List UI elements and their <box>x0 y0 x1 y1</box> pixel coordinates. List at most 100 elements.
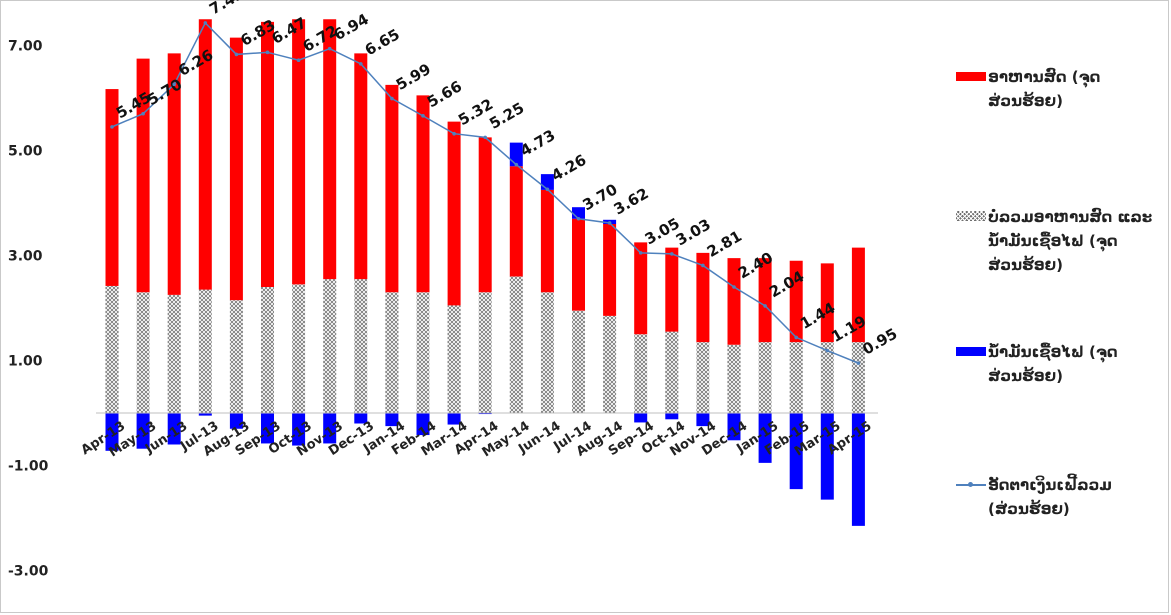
core-bar <box>416 292 430 413</box>
fresh-food-bar <box>478 137 492 293</box>
fresh-food-bar <box>385 84 399 293</box>
fuel-bar <box>198 413 212 416</box>
fuel-bar <box>727 413 741 441</box>
data-label: 5.99 <box>393 60 434 94</box>
fuel-bar <box>447 413 461 425</box>
fresh-food-bar <box>447 121 461 306</box>
core-bar <box>198 289 212 413</box>
headline-point <box>483 135 488 140</box>
core-bar <box>167 294 181 413</box>
core-bar <box>603 315 617 413</box>
core-bar <box>478 292 492 413</box>
data-label: 7.43 <box>206 0 247 18</box>
fuel-bar <box>509 142 523 167</box>
legend-label: ນ້ຳມັນເຊື້ອໄຟ (ຈຸດ ສ່ວນຮ້ອຍ) <box>988 343 1118 385</box>
fuel-bar <box>261 413 274 444</box>
fresh-food-bar <box>820 263 834 343</box>
core-bar <box>323 279 337 413</box>
fuel-bar <box>323 413 337 444</box>
core-bar <box>665 331 679 413</box>
core-bar <box>820 342 834 413</box>
core-bar <box>696 342 710 413</box>
core-bar <box>136 292 150 413</box>
headline-point <box>607 221 612 225</box>
headline-point <box>203 21 208 25</box>
headline-point <box>110 125 114 129</box>
fresh-food-bar <box>509 166 523 277</box>
headline-point <box>141 111 145 116</box>
fresh-food-bar <box>727 258 741 345</box>
fresh-food-bar <box>105 89 119 286</box>
fuel-bar <box>136 413 150 449</box>
legend-label: ອາຫານສົດ (ຈຸດ ສ່ວນຮ້ອຍ) <box>988 68 1101 110</box>
y-tick-label: 1.00 <box>8 354 43 370</box>
fresh-food-bar <box>540 189 554 293</box>
fuel-bar <box>696 413 710 427</box>
fuel-bar <box>292 413 306 446</box>
fuel-bar <box>851 413 865 526</box>
fresh-food-bar <box>758 258 772 343</box>
fuel-bar <box>572 207 585 219</box>
core-bar <box>789 342 803 413</box>
headline-point <box>296 58 301 62</box>
core-bar <box>634 334 648 413</box>
data-label: 6.65 <box>362 25 403 59</box>
data-label: 5.66 <box>424 77 465 111</box>
fuel-bar <box>665 413 679 420</box>
core-bar <box>292 284 306 413</box>
fresh-food-bar <box>292 19 306 285</box>
line-marker-swatch <box>956 482 986 487</box>
headline-point <box>421 114 425 118</box>
data-label: 6.94 <box>331 10 372 44</box>
fresh-food-bar <box>789 260 803 343</box>
core-bar <box>509 276 523 413</box>
headline-point <box>545 187 550 192</box>
headline-point <box>390 96 394 101</box>
headline-point <box>452 131 456 136</box>
fresh-food-bar <box>229 37 243 301</box>
headline-point <box>856 361 861 365</box>
fuel-bar <box>478 413 492 415</box>
fuel-bar <box>789 413 803 490</box>
fuel-bar <box>416 413 430 436</box>
hatched-grey-swatch <box>956 211 986 221</box>
headline-point <box>172 82 176 87</box>
headline-point <box>670 252 674 256</box>
fuel-bar <box>105 413 119 451</box>
y-tick-label: 3.00 <box>8 249 43 265</box>
headline-point <box>576 216 581 221</box>
fuel-bar <box>229 413 243 429</box>
headline-point <box>327 46 332 51</box>
fresh-food-bar <box>198 19 212 290</box>
core-bar <box>727 344 741 413</box>
fuel-bar <box>354 413 368 424</box>
core-bar <box>758 342 772 413</box>
headline-point <box>234 52 239 57</box>
red-bar-swatch <box>956 72 986 81</box>
core-bar <box>229 300 243 413</box>
data-label: 4.26 <box>548 151 589 185</box>
headline-point <box>359 62 363 66</box>
data-label: 4.73 <box>517 126 558 160</box>
headline-point <box>701 263 705 268</box>
fresh-food-bar <box>261 21 274 287</box>
y-tick-label: -1.00 <box>8 459 49 475</box>
blue-bar-swatch <box>956 347 986 356</box>
fresh-food-bar <box>603 224 617 316</box>
core-bar <box>447 305 461 413</box>
headline-point <box>825 348 830 353</box>
headline-point <box>732 285 736 289</box>
fuel-bar <box>634 413 648 423</box>
headline-point <box>763 304 767 308</box>
core-bar <box>540 292 554 413</box>
y-tick-label: 7.00 <box>8 39 43 55</box>
y-tick-label: -3.00 <box>8 564 49 580</box>
legend-label: ບໍ່ລວມອາຫານສົດ ແລະ ນ້ຳມັນເຊື້ອໄຟ (ຈຸດສ່ວ… <box>988 208 1153 274</box>
fresh-food-bar <box>634 242 648 335</box>
headline-point <box>794 335 798 340</box>
fresh-food-bar <box>136 58 150 293</box>
fresh-food-bar <box>665 247 679 332</box>
headline-point <box>514 162 519 167</box>
